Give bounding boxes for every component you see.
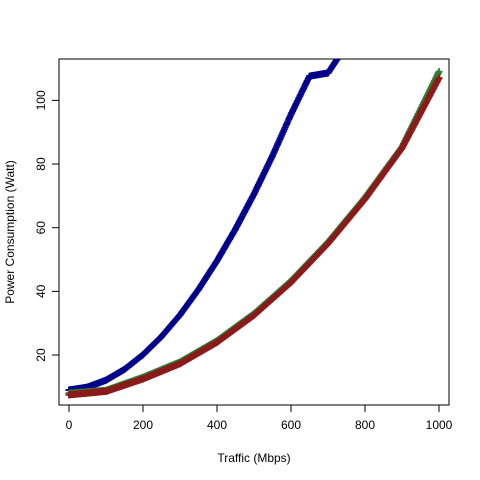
x-tick-label: 1000 <box>426 418 453 432</box>
y-tick-label: 80 <box>34 157 48 171</box>
y-tick-label: 20 <box>34 348 48 362</box>
y-tick-label: 100 <box>34 90 48 110</box>
y-tick-label: 60 <box>34 221 48 235</box>
data-point <box>306 72 314 80</box>
data-point <box>65 391 73 399</box>
series-1 <box>65 59 341 394</box>
plot-box <box>58 58 450 406</box>
plot-area <box>65 59 443 399</box>
x-axis-label: Traffic (Mbps) <box>217 451 290 465</box>
data-point <box>176 360 184 368</box>
data-point <box>194 285 202 293</box>
data-point <box>102 376 110 384</box>
data-point <box>250 311 258 319</box>
x-tick-label: 800 <box>355 418 375 432</box>
data-point <box>102 387 110 395</box>
data-point <box>324 69 332 77</box>
data-point <box>269 152 277 160</box>
data-point <box>120 365 128 373</box>
data-point <box>157 333 165 341</box>
data-point <box>435 74 443 82</box>
x-tick-label: 200 <box>133 418 153 432</box>
x-tick-label: 0 <box>66 418 73 432</box>
data-point <box>287 278 295 286</box>
data-point <box>435 68 443 76</box>
series-layer <box>65 59 443 399</box>
data-point <box>333 59 341 63</box>
data-point <box>139 351 147 359</box>
data-point <box>231 225 239 233</box>
data-point <box>398 144 406 152</box>
data-point <box>324 240 332 248</box>
x-tick-label: 600 <box>281 418 301 432</box>
data-point <box>213 257 221 265</box>
y-axis-label: Power Consumption (Watt) <box>3 160 17 304</box>
series-2 <box>65 68 443 397</box>
data-point <box>250 190 258 198</box>
x-axis: 0 200 400 600 800 1000 <box>66 404 453 432</box>
series-3 <box>65 74 443 399</box>
data-point <box>139 375 147 383</box>
data-point <box>213 338 221 346</box>
y-axis: 20 40 60 80 100 <box>34 90 60 362</box>
x-tick-label: 400 <box>207 418 227 432</box>
data-point <box>361 195 369 203</box>
data-point <box>287 110 295 118</box>
y-tick-label: 40 <box>34 284 48 298</box>
data-point <box>176 311 184 319</box>
